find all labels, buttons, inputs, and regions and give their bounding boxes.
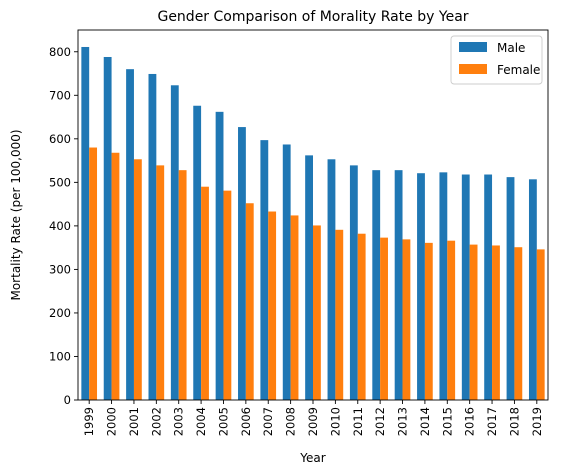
y-axis: 0 100 200 300 400 500 600 700 800 <box>49 45 78 407</box>
bar-male-2011 <box>349 165 358 400</box>
bar-female-2011 <box>357 233 366 400</box>
x-tick-label: 2011 <box>351 407 365 436</box>
bar-male-2006 <box>238 127 246 400</box>
x-tick-label: 2013 <box>396 407 410 436</box>
bar-female-2003 <box>178 170 187 400</box>
x-tick-label: 2005 <box>216 407 230 436</box>
y-tick-label: 700 <box>49 88 71 102</box>
legend-label-female: Female <box>497 63 540 77</box>
legend-label-male: Male <box>497 41 525 55</box>
bars-group <box>81 46 545 401</box>
y-tick-label: 200 <box>49 306 71 320</box>
bar-female-2017 <box>492 245 500 400</box>
bar-female-2007 <box>268 211 277 400</box>
bar-male-2014 <box>417 173 425 400</box>
x-tick-label: 2015 <box>440 407 454 436</box>
x-tick-label: 2019 <box>530 407 544 436</box>
x-tick-label: 2010 <box>328 407 342 436</box>
bar-male-2018 <box>506 177 515 400</box>
y-tick-label: 100 <box>49 349 71 363</box>
x-tick-label: 2009 <box>306 407 320 436</box>
y-tick-label: 300 <box>49 262 71 276</box>
y-tick-label: 0 <box>64 393 71 407</box>
bar-male-2012 <box>372 170 381 400</box>
x-tick-label: 2012 <box>373 407 387 436</box>
bar-male-2013 <box>394 170 403 400</box>
bar-male-2016 <box>461 174 470 400</box>
legend: Male Female <box>450 35 543 85</box>
x-tick-label: 2003 <box>172 407 186 436</box>
x-tick-label: 2001 <box>127 407 141 436</box>
x-tick-label: 2007 <box>261 407 275 436</box>
x-axis-title: Year <box>299 451 325 465</box>
x-tick-label: 2006 <box>239 407 253 436</box>
y-axis-title: Mortality Rate (per 100,000) <box>9 129 23 300</box>
bar-female-2004 <box>201 186 209 400</box>
bar-female-2008 <box>290 215 299 400</box>
bar-male-1999 <box>81 46 90 400</box>
x-axis: 1999 2000 2001 2002 2003 2004 2005 2006 2007 2008… <box>82 400 544 436</box>
bar-female-2009 <box>313 225 321 400</box>
y-tick-label: 600 <box>49 132 71 146</box>
bar-female-2016 <box>469 244 478 400</box>
bar-female-2012 <box>380 237 388 400</box>
bar-female-2002 <box>156 165 165 400</box>
bar-female-2019 <box>536 249 545 400</box>
bar-male-2005 <box>215 111 224 400</box>
bar-male-2008 <box>282 144 291 400</box>
bar-female-1999 <box>89 147 98 400</box>
bar-male-2003 <box>170 85 179 401</box>
x-tick-label: 2008 <box>284 407 298 436</box>
bar-male-2009 <box>305 155 313 400</box>
bar-female-2010 <box>335 229 344 400</box>
y-tick-label: 500 <box>49 175 71 189</box>
bar-male-2019 <box>528 179 537 400</box>
bar-male-2001 <box>126 69 134 401</box>
bar-female-2014 <box>424 242 433 400</box>
bar-male-2004 <box>193 105 202 400</box>
y-tick-label: 400 <box>49 219 71 233</box>
bar-female-2015 <box>447 240 456 400</box>
x-tick-label: 2016 <box>463 407 477 436</box>
legend-swatch-female <box>459 64 487 74</box>
bar-male-2010 <box>327 159 336 400</box>
chart-title: Gender Comparison of Morality Rate by Ye… <box>157 9 468 25</box>
x-tick-label: 2017 <box>485 407 499 436</box>
bar-female-2013 <box>402 239 411 400</box>
bar-male-2000 <box>103 56 112 401</box>
bar-female-2005 <box>223 190 232 400</box>
bar-male-2015 <box>439 172 448 400</box>
bar-female-2000 <box>111 152 120 400</box>
bar-male-2002 <box>148 73 157 400</box>
legend-swatch-male <box>459 42 487 52</box>
x-tick-label: 1999 <box>82 407 96 436</box>
x-tick-label: 2014 <box>418 407 432 436</box>
bar-male-2017 <box>484 174 493 400</box>
x-tick-label: 2018 <box>507 407 521 436</box>
bar-female-2018 <box>514 247 523 400</box>
bar-male-2007 <box>260 140 269 401</box>
x-tick-label: 2004 <box>194 407 208 436</box>
plot-frame <box>77 29 549 401</box>
x-tick-label: 2000 <box>105 407 119 436</box>
y-tick-label: 800 <box>49 45 71 59</box>
bar-female-2001 <box>133 159 142 400</box>
x-tick-label: 2002 <box>149 407 163 436</box>
bar-female-2006 <box>245 203 254 400</box>
